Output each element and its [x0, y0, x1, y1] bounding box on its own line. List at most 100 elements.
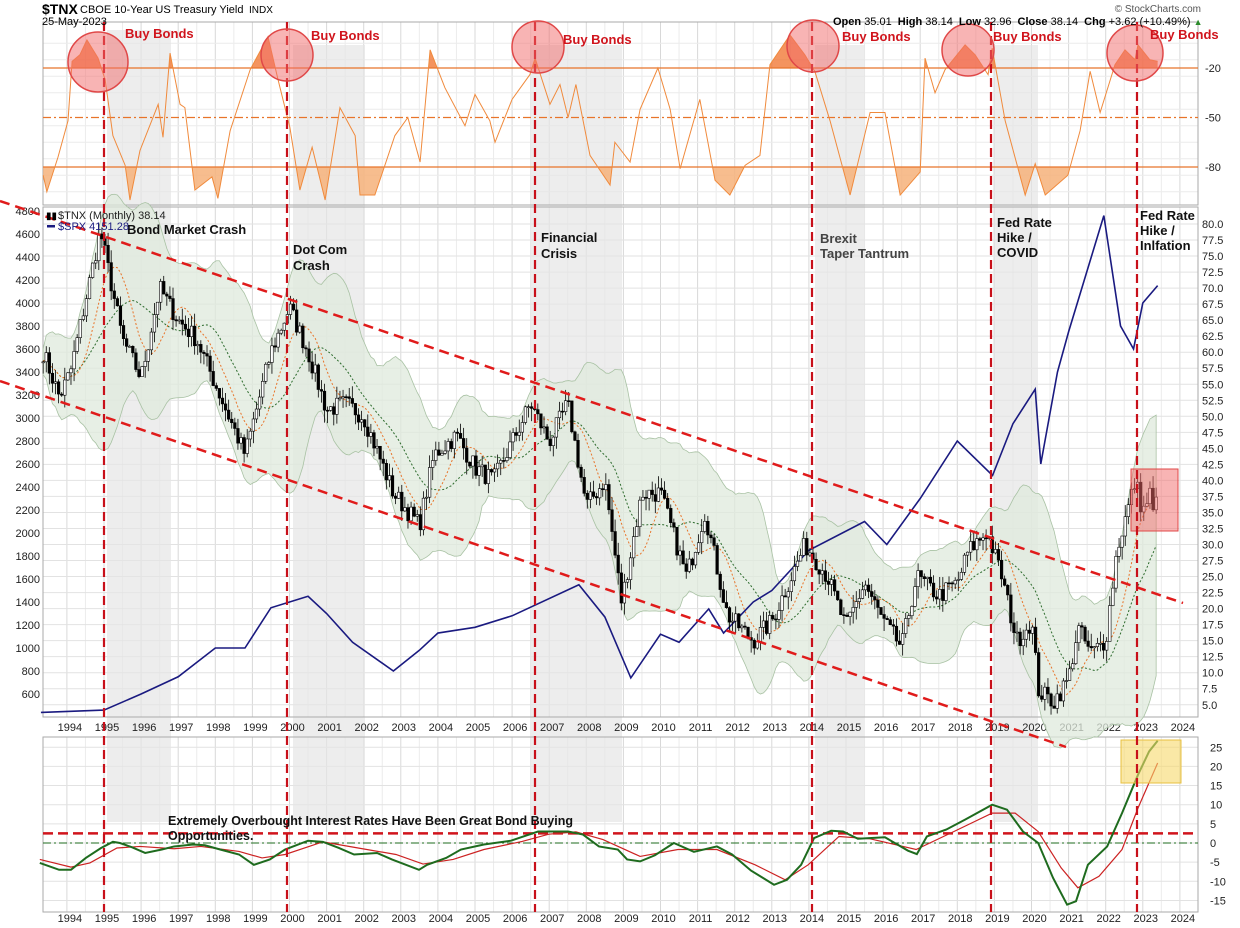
- tnx-candle: [870, 591, 874, 597]
- tnx-candle: [394, 495, 398, 499]
- tnx-candle: [1111, 587, 1115, 606]
- tnx-candle: [1123, 516, 1127, 537]
- bottom-oscillator-panel: 1994 1995 1996 1997 1998 1999 2000 2001 2002 2003…: [39, 740, 1226, 925]
- tnx-candle: [121, 325, 126, 339]
- tnx-candle: [573, 431, 577, 441]
- tnx-candle: [953, 580, 957, 585]
- tnx-candle: [75, 337, 79, 352]
- x-tick-label: 2011: [689, 722, 713, 734]
- tnx-candle: [332, 406, 336, 415]
- tnx-candle: [867, 584, 871, 592]
- tnx-candle: [84, 298, 89, 317]
- tnx-candle: [925, 576, 929, 580]
- tnx-candle: [607, 484, 611, 511]
- tnx-candle: [245, 438, 249, 454]
- x-tick-label: 2012: [725, 722, 749, 734]
- tnx-candle: [220, 397, 225, 405]
- tnx-candle: [823, 570, 827, 582]
- tnx-candle: [752, 639, 756, 649]
- tnx-candle: [1030, 626, 1035, 634]
- tnx-candle: [551, 436, 555, 446]
- tnx-candle: [999, 559, 1004, 580]
- tnx-candle: [449, 441, 453, 449]
- tnx-candle: [619, 572, 623, 604]
- tnx-candle: [483, 464, 487, 484]
- tnx-candle: [1061, 680, 1066, 702]
- right-y-tick-label: 65.0: [1202, 315, 1223, 327]
- bottom-y-tick-label: 5: [1210, 819, 1216, 831]
- tnx-candle: [557, 410, 562, 419]
- tnx-candle: [230, 418, 234, 424]
- left-y-tick-label: 4000: [16, 298, 40, 310]
- tnx-candle: [174, 319, 178, 322]
- right-y-tick-label: 80.0: [1202, 219, 1223, 231]
- tnx-candle: [919, 570, 923, 577]
- right-y-tick-label: 60.0: [1202, 347, 1223, 359]
- tnx-candle: [477, 466, 481, 476]
- right-y-tick-label: 77.5: [1202, 235, 1223, 247]
- tnx-candle: [879, 607, 883, 615]
- tnx-candle: [715, 545, 719, 575]
- x-tick-label: 2009: [614, 913, 638, 925]
- tnx-candle: [390, 475, 395, 497]
- tnx-candle: [471, 455, 475, 467]
- tnx-candle: [975, 538, 979, 551]
- x-tick-label: 2023: [1134, 913, 1158, 925]
- bottom-y-tick-label: 10: [1210, 800, 1222, 812]
- legend-spx: $SPX 4151.28: [58, 221, 129, 233]
- tnx-candle: [520, 422, 524, 433]
- tnx-candle: [446, 441, 450, 452]
- legend-tnx: $TNX (Monthly) 38.14: [58, 210, 166, 222]
- tnx-candle: [650, 489, 654, 495]
- tnx-candle: [662, 489, 667, 499]
- bottom-y-tick-label: 0: [1210, 838, 1216, 850]
- left-y-tick-label: 2200: [16, 505, 40, 517]
- right-y-tick-label: 37.5: [1202, 491, 1223, 503]
- x-tick-label: 2003: [392, 722, 416, 734]
- tnx-candle: [885, 618, 889, 620]
- tnx-candle: [842, 614, 846, 616]
- bottom-y-tick-label: -5: [1210, 857, 1220, 869]
- tnx-candle: [322, 390, 327, 411]
- tnx-candle: [768, 615, 772, 634]
- tnx-candle: [353, 403, 358, 416]
- tnx-candle: [440, 453, 444, 456]
- tnx-candle: [214, 385, 218, 389]
- tnx-candle: [672, 522, 676, 528]
- tnx-candle: [304, 347, 308, 350]
- tnx-candle: [700, 531, 704, 544]
- tnx-candle: [848, 611, 852, 617]
- tnx-candle: [882, 614, 886, 619]
- tnx-candle: [780, 595, 784, 611]
- bottom-panel-frame: [42, 736, 1199, 913]
- tnx-candle: [833, 579, 837, 592]
- annotation-covid: Fed Rate: [997, 215, 1052, 230]
- x-tick-label: 2017: [911, 913, 935, 925]
- shade-2014: [815, 45, 865, 822]
- tnx-candle: [554, 417, 558, 438]
- tnx-candle: [873, 596, 877, 601]
- tnx-candle: [876, 599, 880, 608]
- tnx-candle: [270, 345, 274, 363]
- tnx-candle: [1021, 638, 1025, 647]
- right-y-tick-label: 72.5: [1202, 267, 1223, 279]
- tnx-candle: [570, 400, 574, 433]
- x-tick-label: 1997: [169, 913, 193, 925]
- tnx-candle: [369, 432, 373, 437]
- tnx-candle: [517, 431, 521, 436]
- tnx-candle: [523, 406, 528, 423]
- left-y-tick-label: 1200: [16, 620, 40, 632]
- x-tick-label: 2011: [689, 913, 713, 925]
- tnx-candle: [965, 551, 970, 556]
- right-y-tick-label: 7.5: [1202, 684, 1217, 696]
- tnx-candle: [264, 363, 268, 382]
- right-y-tick-label: 62.5: [1202, 331, 1223, 343]
- tnx-candle: [981, 537, 985, 541]
- tnx-candle: [666, 498, 670, 509]
- tnx-candle: [1012, 622, 1016, 633]
- tnx-candle: [1077, 625, 1081, 643]
- tnx-candle: [1126, 504, 1130, 517]
- tnx-candle: [826, 581, 831, 585]
- x-tick-label: 2007: [540, 913, 564, 925]
- tnx-candle: [428, 467, 432, 498]
